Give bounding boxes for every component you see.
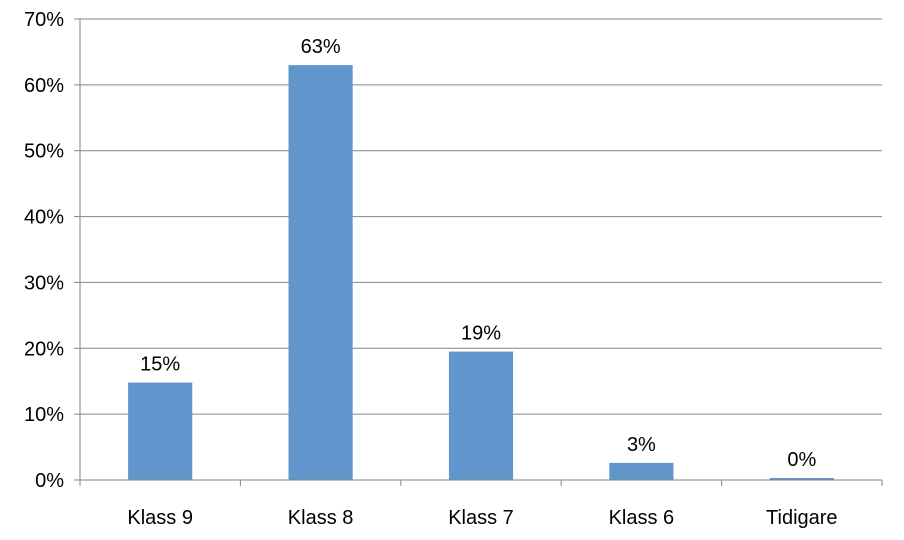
data-label: 19% [461, 323, 501, 345]
data-label: 15% [140, 354, 180, 376]
y-tick-label: 10% [24, 404, 64, 426]
x-tick-label: Klass 6 [609, 507, 675, 529]
data-label: 63% [301, 36, 341, 58]
data-label: 0% [787, 449, 816, 471]
y-tick-label: 30% [24, 272, 64, 294]
x-tick-label: Tidigare [766, 507, 838, 529]
y-axis-ticks: 0% 10% 20% 30% 40% 50% 60% 70% [24, 9, 64, 492]
x-axis-ticks: Klass 9 Klass 8 Klass 7 Klass 6 Tidigare [127, 507, 837, 529]
y-tick-label: 40% [24, 207, 64, 229]
bar-klass-7 [448, 351, 514, 480]
data-labels: 15% 63% 19% 3% 0% [140, 36, 816, 471]
bars [128, 65, 834, 480]
bar-klass-8 [288, 65, 353, 480]
data-label: 3% [627, 434, 656, 456]
gridlines [74, 18, 882, 481]
x-tick-label: Klass 9 [127, 507, 193, 529]
y-tick-label: 20% [24, 338, 64, 360]
y-tick-label: 70% [24, 9, 64, 31]
bar-klass-6 [609, 462, 674, 480]
y-tick-label: 0% [35, 470, 64, 492]
bar-tidigare [769, 478, 834, 480]
bar-klass-9 [128, 382, 193, 480]
x-tick-label: Klass 8 [288, 507, 354, 529]
y-tick-label: 50% [24, 141, 64, 163]
axes [79, 19, 883, 486]
x-tick-label: Klass 7 [448, 507, 514, 529]
y-tick-label: 60% [24, 75, 64, 97]
